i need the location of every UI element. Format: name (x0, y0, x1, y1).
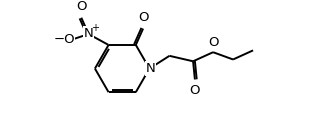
Text: −O: −O (53, 33, 75, 46)
Text: O: O (76, 0, 87, 13)
Text: +: + (91, 23, 99, 33)
Text: N: N (146, 62, 155, 75)
Text: O: O (209, 36, 219, 49)
Text: O: O (138, 11, 148, 24)
Text: N: N (84, 27, 93, 40)
Text: O: O (190, 84, 200, 97)
